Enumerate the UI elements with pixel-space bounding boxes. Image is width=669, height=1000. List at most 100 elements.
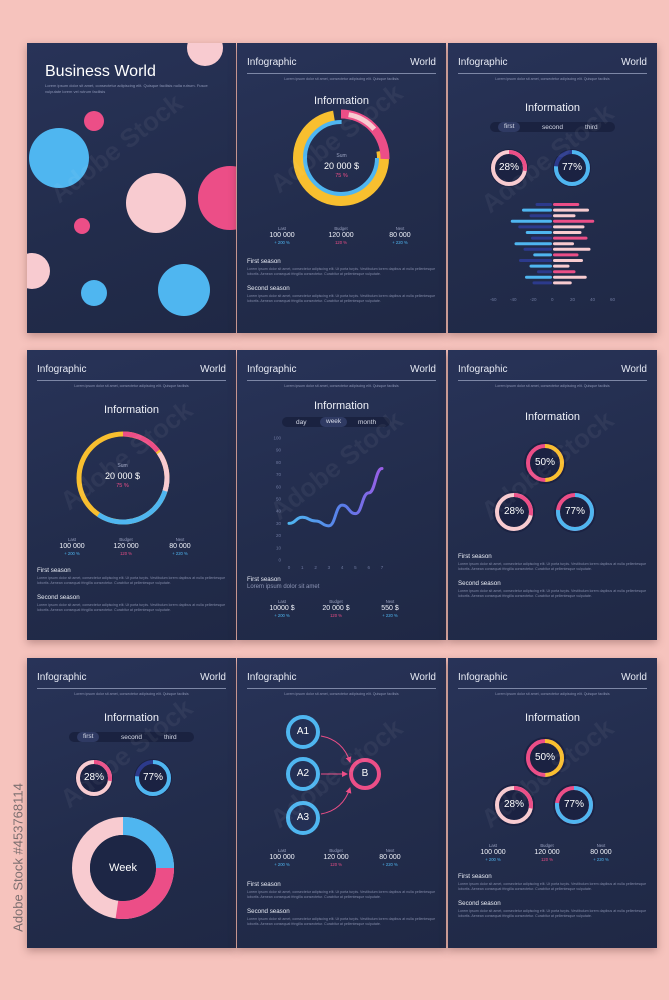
- y-tick-label: 30: [276, 521, 282, 526]
- circle-shape: [81, 280, 107, 306]
- second-season-block: Second season Lorem ipsum dolor sit amet,…: [458, 580, 647, 598]
- ring-label-28: 28%: [498, 162, 519, 173]
- circle-shape: [84, 111, 104, 131]
- stat-value: 80 000: [169, 543, 191, 550]
- stat-delta: + 200 %: [274, 240, 290, 245]
- season-heading: First season: [458, 553, 492, 560]
- header-left: Infographic: [458, 364, 508, 375]
- stat-delta: + 220 %: [392, 240, 408, 245]
- ring-bg: [553, 784, 595, 826]
- node-a3-label: A3: [296, 812, 310, 823]
- stat-delta: + 200 %: [64, 551, 80, 556]
- arrow-a1-b: [320, 735, 352, 763]
- bar-right: [553, 253, 579, 257]
- tab-first[interactable]: first: [498, 122, 521, 132]
- tab-week[interactable]: week: [320, 417, 348, 427]
- subtitle-text: Lorem ipsum dolor sit amet, consectetur …: [284, 77, 399, 81]
- stat-key: Budget: [540, 843, 554, 848]
- header-right: World: [621, 57, 647, 68]
- ring-fill: [556, 493, 594, 531]
- stat-value: 120 000: [113, 543, 139, 550]
- tab-bar: day week month: [282, 417, 390, 427]
- stat-value: 80 000: [590, 849, 612, 856]
- bar-right: [553, 281, 572, 285]
- tab-third[interactable]: third: [585, 123, 598, 131]
- stat-value: 120 000: [534, 849, 560, 856]
- info-title: Information: [524, 712, 581, 724]
- sum-percent: 75 %: [116, 483, 129, 489]
- stat-key: Last: [278, 599, 286, 604]
- subtitle-text: Lorem ipsum dolor sit amet, consectetur …: [284, 692, 399, 696]
- circle-shape: [198, 166, 236, 230]
- stat-next: Next 550 $ + 220 %: [365, 599, 415, 618]
- season-heading: First season: [247, 258, 281, 265]
- bar-right: [553, 275, 587, 279]
- ring-bg: [493, 491, 535, 533]
- ring-fill: [76, 760, 112, 796]
- info-title: Information: [313, 400, 370, 412]
- tab-first[interactable]: first: [77, 732, 100, 742]
- card-header: Infographic World: [247, 364, 436, 381]
- y-tick-label: 70: [276, 472, 282, 477]
- info-title: Information: [103, 404, 160, 416]
- info-card-three-rings: Infographic World Lorem ipsum dolor sit a…: [448, 350, 657, 640]
- tab-month[interactable]: month: [358, 418, 377, 426]
- stat-key: Budget: [119, 537, 133, 542]
- stat-value: 80 000: [379, 854, 401, 861]
- season-text: Lorem ipsum dolor sit amet, consectetur …: [247, 294, 436, 303]
- tab-second[interactable]: second: [121, 733, 142, 741]
- axis-tick: -20: [530, 297, 537, 302]
- tab-day[interactable]: day: [296, 418, 307, 426]
- donut-hole: [90, 835, 156, 901]
- season-text: Lorem ipsum dolor sit amet, consectetur …: [458, 562, 647, 571]
- stat-key: Budget: [329, 599, 343, 604]
- header-right: World: [621, 364, 647, 375]
- stat-key: Last: [278, 226, 286, 231]
- stat-delta: 120 %: [330, 862, 342, 867]
- bar-right: [553, 247, 591, 251]
- line-caption-sub: Lorem ipsum dolor sit amet: [247, 584, 320, 590]
- node-a2-label: A2: [296, 768, 310, 779]
- stat-value: 100 000: [269, 232, 295, 239]
- cover-title: Business World: [45, 63, 156, 80]
- stat-key: Last: [278, 848, 286, 853]
- stat-last: Last 100 000 + 200 %: [468, 843, 518, 862]
- ring-fill: [495, 786, 533, 824]
- y-tick-label: 60: [276, 484, 282, 489]
- y-tick-label: 50: [276, 497, 282, 502]
- bar-left: [519, 259, 552, 262]
- season-text: Lorem ipsum dolor sit amet, consectetur …: [458, 589, 647, 598]
- stat-last: Last 100 000 + 200 %: [257, 848, 307, 867]
- bar-left: [525, 275, 552, 279]
- tab-third[interactable]: third: [164, 733, 177, 741]
- stat-next: Next 80 000 + 220 %: [576, 843, 626, 862]
- subtitle-text: Lorem ipsum dolor sit amet, consectetur …: [495, 384, 610, 388]
- info-title: Information: [313, 95, 370, 107]
- ring-label-50: 50%: [534, 457, 555, 468]
- bar-right: [553, 231, 582, 234]
- header-right: World: [200, 364, 226, 375]
- season-heading: Second season: [37, 594, 80, 601]
- stat-budget: Budget 20 000 $120 %: [311, 599, 361, 618]
- stat-value: 120 000: [323, 854, 349, 861]
- ring-fill: [526, 739, 564, 777]
- node-a2: [286, 757, 320, 791]
- x-tick-label: 4: [341, 565, 344, 570]
- stock-side-label: Adobe Stock #453768114: [8, 760, 28, 960]
- arrow-a3-b: [320, 787, 352, 815]
- week-rings: [72, 759, 174, 919]
- light-arc: [294, 111, 388, 205]
- cover-card: Business World Lorem ipsum dolor sit ame…: [27, 43, 236, 333]
- ring-label-28: 28%: [503, 506, 524, 517]
- sum-label: Sum: [336, 153, 347, 159]
- x-tick-label: 6: [367, 565, 370, 570]
- node-a3: [286, 801, 320, 835]
- season-text: Lorem ipsum dolor sit amet, consectetur …: [458, 909, 647, 918]
- season-heading: First season: [247, 881, 281, 888]
- stat-delta: 120 %: [335, 240, 347, 245]
- ring-label-28: 28%: [503, 799, 524, 810]
- line-chart: 0 10 20 30 40 50 60 70 80 90 100 0 1 2 3 4 5 6 7: [273, 436, 383, 571]
- header-left: Infographic: [458, 672, 508, 683]
- tab-second[interactable]: second: [542, 123, 563, 131]
- x-tick-label: 1: [301, 565, 304, 570]
